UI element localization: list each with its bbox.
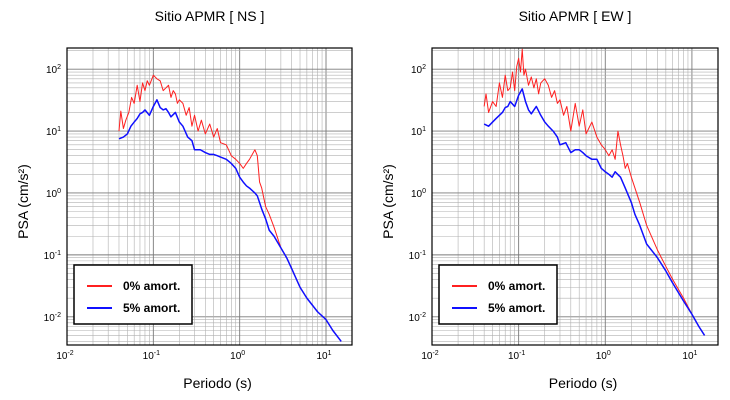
- y-tick-exponent: -1: [55, 250, 61, 257]
- x-tick-exponent: 0: [607, 350, 611, 357]
- y-tick-base: 10: [44, 313, 56, 324]
- series-line-amort-5: [118, 99, 342, 342]
- x-tick-base: 10: [230, 351, 242, 362]
- y-tick-base: 10: [44, 251, 56, 262]
- x-tick-exponent: 1: [328, 350, 332, 357]
- chart-title: Sitio APMR [ EW ]: [519, 8, 632, 24]
- y-tick-label: 101: [411, 126, 426, 138]
- y-tick-exponent: 2: [422, 64, 426, 71]
- y-tick-exponent: 1: [57, 126, 61, 133]
- plot-frame: [431, 47, 719, 346]
- x-tick-exponent: -1: [154, 350, 160, 357]
- x-tick-base: 10: [508, 351, 520, 362]
- series-line-amort-0: [483, 48, 706, 336]
- y-tick-label: 101: [46, 126, 61, 138]
- y-tick-label: 100: [411, 188, 426, 200]
- y-tick-exponent: 0: [57, 188, 61, 195]
- y-tick-label: 10-1: [409, 250, 426, 262]
- legend-label-amort-0: 0% amort.: [488, 279, 545, 293]
- y-tick-label: 10-2: [409, 312, 426, 324]
- x-tick-exponent: 1: [694, 350, 698, 357]
- x-axis-label: Periodo (s): [183, 375, 251, 391]
- x-tick-label: 101: [682, 350, 697, 362]
- y-tick-label: 100: [46, 188, 61, 200]
- legend: 0% amort. 5% amort.: [438, 264, 558, 325]
- y-tick-exponent: -2: [420, 312, 426, 319]
- legend-label-amort-5: 5% amort.: [488, 301, 545, 315]
- x-tick-base: 10: [682, 351, 694, 362]
- y-tick-base: 10: [46, 127, 58, 138]
- y-tick-base: 10: [411, 65, 423, 76]
- y-tick-label: 10-2: [44, 312, 61, 324]
- x-tick-base: 10: [596, 351, 608, 362]
- y-tick-label: 10-1: [44, 250, 61, 262]
- legend-box: [73, 264, 193, 325]
- legend-label-amort-5: 5% amort.: [123, 301, 180, 315]
- x-tick-label: 100: [596, 350, 611, 362]
- series-line-amort-5: [483, 88, 706, 336]
- y-tick-exponent: -2: [55, 312, 61, 319]
- plot-frame: [66, 47, 353, 346]
- x-tick-base: 10: [56, 351, 68, 362]
- y-axis-label: PSA (cm/s²): [380, 164, 396, 239]
- legend-label-amort-0: 0% amort.: [123, 279, 180, 293]
- y-tick-base: 10: [409, 251, 421, 262]
- series-line-amort-0: [118, 74, 342, 342]
- grid-lines: [66, 48, 353, 345]
- chart-panel-ns: Sitio APMR [ NS ]10-2 10-1 100 10110-210-11…: [15, 8, 353, 391]
- x-tick-base: 10: [143, 351, 155, 362]
- y-tick-base: 10: [409, 313, 421, 324]
- y-tick-exponent: -1: [420, 250, 426, 257]
- x-tick-label: 10-1: [143, 350, 160, 362]
- x-axis-label: Periodo (s): [549, 375, 617, 391]
- y-tick-base: 10: [411, 189, 423, 200]
- x-tick-label: 10-2: [56, 350, 73, 362]
- x-tick-label: 10-1: [508, 350, 525, 362]
- chart-title: Sitio APMR [ NS ]: [155, 8, 265, 24]
- y-tick-exponent: 1: [422, 126, 426, 133]
- y-tick-exponent: 2: [57, 64, 61, 71]
- x-tick-exponent: -2: [67, 350, 73, 357]
- y-tick-label: 102: [411, 64, 426, 76]
- y-tick-exponent: 0: [422, 188, 426, 195]
- x-tick-base: 10: [421, 351, 433, 362]
- x-tick-label: 100: [230, 350, 245, 362]
- x-tick-exponent: -2: [432, 350, 438, 357]
- y-axis-label: PSA (cm/s²): [15, 164, 31, 239]
- chart-panel-ew: Sitio APMR [ EW ]10-2 10-1 100 10110-210-11…: [380, 8, 719, 391]
- x-tick-label: 101: [316, 350, 331, 362]
- y-tick-label: 102: [46, 64, 61, 76]
- x-tick-base: 10: [316, 351, 328, 362]
- legend-box: [438, 264, 558, 325]
- y-tick-base: 10: [46, 65, 58, 76]
- legend: 0% amort. 5% amort.: [73, 264, 193, 325]
- y-tick-base: 10: [411, 127, 423, 138]
- x-tick-label: 10-2: [421, 350, 438, 362]
- x-tick-exponent: -1: [519, 350, 525, 357]
- y-tick-base: 10: [46, 189, 58, 200]
- x-tick-exponent: 0: [241, 350, 245, 357]
